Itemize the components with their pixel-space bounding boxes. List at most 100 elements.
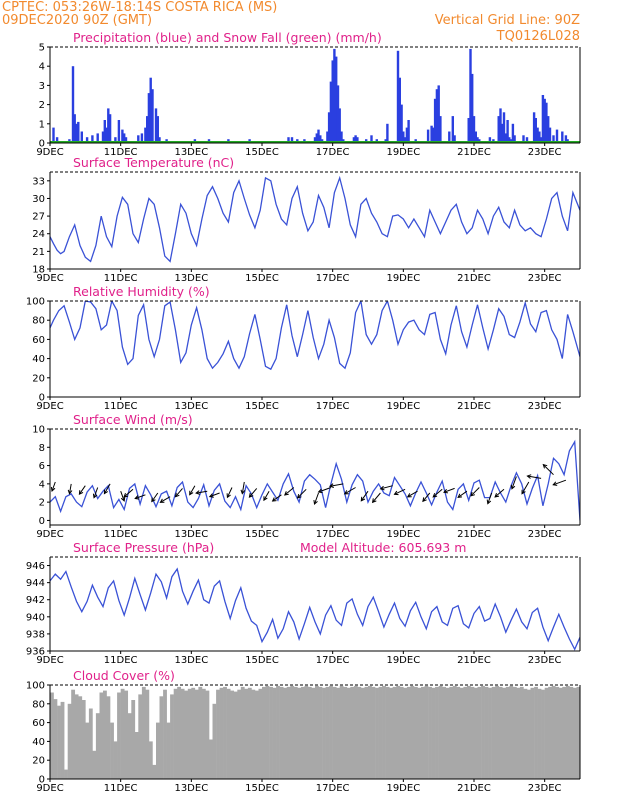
precip-bar [497, 116, 500, 143]
cloud-bar [417, 687, 422, 779]
cloud-bar [103, 690, 107, 779]
precip-bar [352, 137, 356, 143]
cloud-bar [410, 685, 415, 779]
cloud-bar [382, 685, 386, 779]
precip-bar [140, 133, 144, 143]
wind-arrow-head [103, 489, 109, 495]
wind-arrow [196, 490, 208, 494]
wind-arrow [314, 492, 319, 505]
cloud-bar [474, 687, 478, 779]
precip-bar [534, 118, 537, 143]
humidity-ytick-label: 20 [32, 373, 45, 384]
humidity-xtick-label: 13DEC [174, 401, 208, 412]
precip-bar [108, 114, 112, 143]
precip-xtick-label: 23DEC [528, 147, 562, 158]
cloud-bar [311, 687, 316, 779]
wind-line [50, 439, 580, 521]
cloud-bar [205, 690, 210, 779]
wind-arrow [553, 479, 567, 486]
wind-arrow-head [263, 496, 268, 502]
precip-xtick-label: 9DEC [36, 147, 63, 158]
pressure-ytick-label: 946 [26, 561, 45, 572]
wind-arrow-head [78, 490, 84, 496]
cloud-bar [509, 685, 514, 779]
pressure-xtick-label: 17DEC [316, 655, 350, 666]
humidity-title: Relative Humidity (%) [73, 284, 210, 299]
cloud-bar [519, 686, 524, 779]
precip-bar [469, 48, 472, 143]
precip-bar [290, 137, 294, 143]
precip-bar [327, 112, 331, 143]
pressure-panel: Surface Pressure (hPa) Model Altitude: 60… [26, 540, 581, 666]
precip-bar [504, 133, 507, 143]
wind-arrow-head [328, 483, 334, 488]
cloud-bar [184, 690, 189, 779]
cloud-bar [484, 686, 489, 779]
wind-arrow [160, 496, 171, 503]
cloud-bar [191, 687, 196, 779]
cloud-bar [488, 687, 492, 779]
wind-arrow-head [371, 498, 377, 504]
wind-ytick-label: 2 [39, 498, 45, 509]
pressure-ytick-label: 936 [26, 647, 45, 658]
wind-arrow-head [521, 489, 526, 495]
cloud-bar [131, 700, 136, 779]
precip-bar [403, 137, 407, 143]
cloud-bar [375, 687, 379, 779]
cloud-bar [269, 686, 273, 779]
temp-ytick-label: 21 [32, 247, 45, 258]
cloud-ytick-label: 40 [32, 737, 45, 748]
wind-arrow [494, 488, 505, 498]
wind-arrow-head [240, 489, 246, 495]
temp-ytick-label: 33 [32, 176, 45, 187]
wind-arrow [360, 490, 369, 502]
precip-bar [71, 66, 75, 143]
precip-bar [539, 137, 543, 143]
header-run-time: 09DEC2020 90Z (GMT) [2, 13, 152, 28]
precip-bar [555, 129, 559, 143]
cloud-xtick-label: 9DEC [36, 783, 63, 794]
cloud-bar [505, 686, 510, 779]
wind-arrow-head [195, 490, 201, 495]
wind-arrow [344, 487, 356, 495]
cloud-bar [159, 696, 164, 779]
humidity-ytick-label: 80 [32, 316, 45, 327]
cloud-bar [413, 686, 418, 779]
cloud-xtick-label: 13DEC [174, 783, 208, 794]
wind-ytick-label: 10 [32, 425, 45, 436]
cloud-bar [254, 690, 259, 779]
cloud-bar [346, 687, 351, 779]
cloud-bar [226, 688, 231, 779]
cloud-bar [466, 685, 471, 779]
wind-ytick-label: 6 [39, 461, 45, 472]
cloud-bar [512, 686, 517, 779]
precip-bar [432, 127, 435, 143]
humidity-panel: Relative Humidity (%) 0 20 40 60 80 100 9DEC 11D… [26, 284, 581, 412]
cloud-bar [357, 686, 362, 779]
cloud-bar [477, 686, 482, 779]
wind-xtick-label: 17DEC [316, 529, 350, 540]
precip-bar [407, 120, 410, 143]
temp-ytick-label: 27 [32, 212, 45, 223]
precip-ytick-label: 1 [39, 119, 45, 130]
cloud-bar [431, 687, 436, 779]
wind-arrow-head [226, 493, 231, 499]
precip-bar [105, 127, 108, 143]
cloud-bar [336, 687, 341, 779]
wind-arrow [151, 492, 159, 502]
humidity-xtick-label: 23DEC [528, 401, 562, 412]
cloud-bar [548, 686, 553, 779]
cloud-bar [449, 686, 454, 779]
precip-xtick-label: 13DEC [174, 147, 208, 158]
temp-xtick-label: 13DEC [174, 273, 208, 284]
precip-bar [149, 77, 152, 143]
wind-arrow-head [208, 493, 214, 498]
cloud-bar [81, 700, 86, 779]
precip-bar [114, 137, 117, 143]
precip-bar [439, 116, 442, 143]
wind-arrow-head [283, 491, 289, 496]
wind-arrow-head [486, 499, 492, 505]
precip-bar [467, 118, 470, 143]
pressure-xtick-label: 19DEC [386, 655, 420, 666]
